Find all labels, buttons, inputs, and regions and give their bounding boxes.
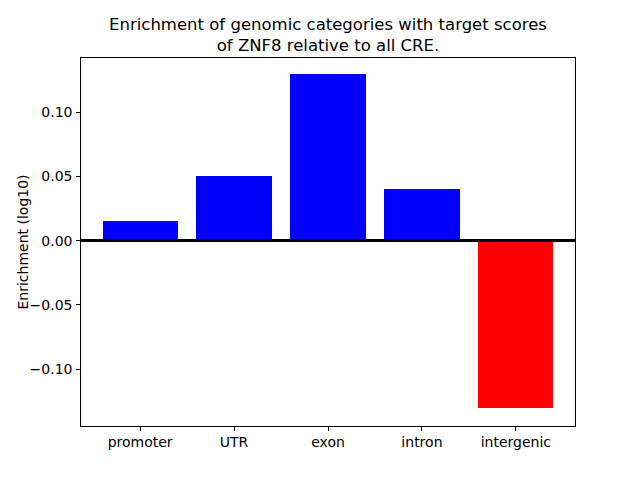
x-tick-mark (234, 427, 235, 431)
x-tick-label-intron: intron (401, 434, 442, 450)
y-tick-mark (76, 369, 80, 370)
y-tick-mark (76, 176, 80, 177)
y-tick-mark (76, 304, 80, 305)
y-tick-mark (76, 112, 80, 113)
x-tick-label-intergenic: intergenic (481, 434, 551, 450)
bar-intron (384, 189, 459, 240)
y-tick-label: 0.00 (41, 233, 72, 249)
x-tick-label-promoter: promoter (108, 434, 173, 450)
x-tick-label-UTR: UTR (220, 434, 249, 450)
x-tick-mark (140, 427, 141, 431)
bar-intergenic (478, 241, 553, 408)
bar-exon (290, 74, 365, 241)
matplotlib-figure: Enrichment of genomic categories with ta… (0, 0, 640, 480)
bar-UTR (196, 176, 271, 240)
bar-promoter (103, 221, 178, 240)
zero-line (80, 239, 576, 242)
y-tick-label: 0.05 (41, 168, 72, 184)
x-tick-mark (515, 427, 516, 431)
y-tick-label: −0.05 (30, 297, 73, 313)
y-tick-label: −0.10 (30, 361, 73, 377)
y-tick-label: 0.10 (41, 104, 72, 120)
x-tick-label-exon: exon (311, 434, 345, 450)
x-tick-mark (328, 427, 329, 431)
plot-layer: 0.10 0.05 0.00 −0.05 −0.10 promoter UTR exon int… (0, 0, 640, 480)
x-tick-mark (421, 427, 422, 431)
